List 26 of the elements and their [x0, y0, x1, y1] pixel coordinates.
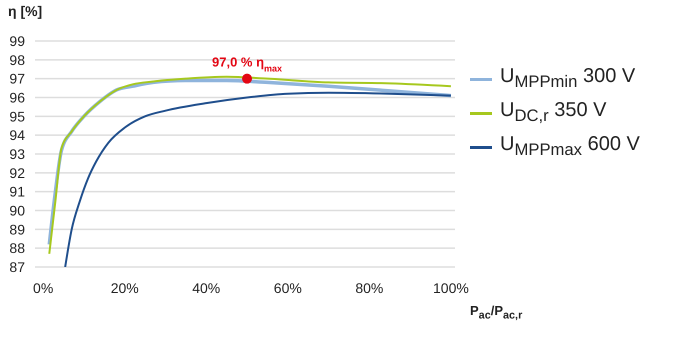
legend-label: U$_{DC,r}$ 350 V: [500, 98, 607, 127]
x-tick-label: 40%: [192, 280, 220, 296]
x-tick-label: 100%: [433, 280, 469, 296]
line-series: [64, 92, 452, 267]
y-tick-label: 89: [9, 221, 26, 238]
x-tick-label: 20%: [110, 280, 139, 296]
legend-label: U$_{MPPmin}$ 300 V: [500, 64, 636, 93]
x-tick-label: 60%: [274, 280, 302, 296]
x-tick-label: 0%: [33, 280, 54, 296]
y-tick-label: 88: [9, 240, 26, 256]
x-axis-title: P$_{ac}$/P$_{ac,r}$: [470, 303, 522, 322]
y-tick-label: 98: [9, 52, 26, 68]
y-tick-label: 91: [9, 184, 26, 200]
y-tick-label: 99: [9, 32, 26, 49]
legend-label: U$_{MPPmax}$ 600 V: [500, 132, 640, 161]
y-tick-label: 94: [9, 127, 26, 144]
y-tick-label: 92: [9, 164, 26, 181]
y-tick-label: 97: [9, 70, 26, 87]
y-axis-title: η [%]: [8, 3, 42, 19]
y-tick-label: 93: [9, 146, 26, 162]
y-tick-label: 95: [9, 108, 26, 124]
x-tick-label: 80%: [355, 280, 384, 296]
y-tick-label: 87: [9, 258, 26, 275]
annotation: 97,0 % η$_{max}$: [212, 54, 282, 74]
y-tick-label: 90: [9, 202, 26, 218]
y-tick-label: 96: [9, 89, 26, 106]
